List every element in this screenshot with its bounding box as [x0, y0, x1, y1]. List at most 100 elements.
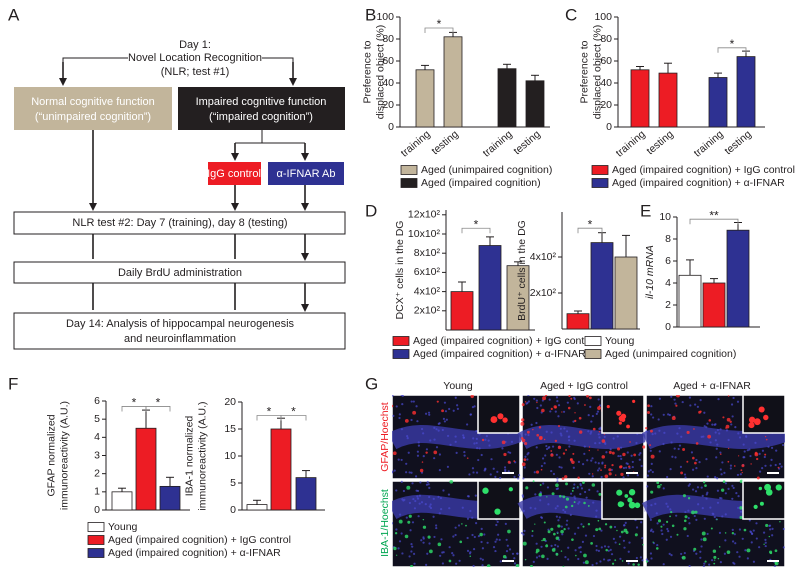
flow-text: NLR test #2: Day 7 (training), day 8 (te…: [72, 217, 287, 229]
y-axis-label: displaced object (%): [591, 25, 603, 120]
nucleus: [471, 467, 475, 470]
cell-signal: [746, 548, 751, 553]
nucleus: [668, 552, 671, 555]
x-tick-label: testing: [511, 128, 543, 157]
nucleus: [609, 548, 612, 551]
box-test2: [13, 211, 346, 235]
cell-signal: [554, 439, 558, 443]
nucleus: [676, 432, 679, 435]
cell-signal: [558, 494, 562, 498]
nucleus: [556, 545, 560, 548]
cell-signal: [625, 530, 629, 534]
nucleus: [546, 557, 549, 560]
nucleus: [573, 397, 576, 401]
nucleus: [531, 534, 534, 538]
nucleus: [639, 451, 642, 455]
cell-signal: [779, 520, 781, 523]
cell-signal: [539, 436, 543, 440]
nucleus: [589, 432, 592, 435]
nucleus: [400, 532, 403, 535]
cell-signal: [633, 453, 637, 457]
nucleus: [614, 541, 617, 544]
nucleus: [638, 458, 641, 461]
cell-signal: [524, 558, 527, 561]
nucleus: [422, 432, 425, 435]
significance-bracket: [577, 227, 603, 234]
nucleus: [507, 470, 510, 473]
nucleus: [411, 482, 414, 485]
nucleus: [771, 527, 774, 530]
nucleus: [414, 499, 417, 503]
nucleus: [579, 484, 582, 487]
nucleus: [589, 405, 592, 408]
nucleus: [700, 486, 703, 489]
cell-signal: [557, 425, 561, 428]
nucleus: [650, 413, 653, 416]
nucleus: [738, 555, 741, 558]
nucleus: [650, 462, 653, 465]
inset-cell: [758, 486, 763, 491]
significance-label: *: [588, 217, 593, 231]
nucleus: [723, 552, 726, 555]
nucleus: [588, 488, 591, 491]
nucleus: [599, 560, 602, 563]
bar: [450, 291, 474, 331]
inset-cell: [763, 414, 769, 421]
nucleus: [624, 521, 627, 524]
cell-signal: [724, 532, 727, 534]
nucleus: [540, 464, 543, 468]
cell-signal: [671, 416, 676, 421]
cell-signal: [513, 460, 516, 462]
nucleus: [607, 559, 610, 562]
cell-signal: [392, 451, 397, 456]
nucleus: [454, 440, 457, 443]
cell-signal: [669, 515, 671, 518]
nucleus: [706, 422, 709, 425]
x-tick-label: training: [481, 128, 515, 159]
inset-cell: [748, 416, 756, 423]
cell-signal: [577, 476, 580, 479]
y-tick-label: 8: [665, 233, 671, 245]
nucleus: [645, 558, 648, 561]
nucleus: [418, 494, 422, 497]
nucleus: [481, 564, 484, 567]
nucleus: [761, 467, 764, 470]
cell-signal: [412, 410, 417, 415]
nucleus: [654, 502, 657, 505]
cell-signal: [712, 549, 717, 553]
nucleus: [475, 441, 478, 445]
cell-signal: [733, 465, 736, 467]
nucleus: [392, 522, 394, 525]
cell-signal: [550, 527, 554, 531]
bar: [497, 68, 517, 128]
nucleus: [524, 433, 527, 436]
nucleus: [650, 504, 653, 507]
inset-cell: [748, 422, 755, 429]
nucleus: [595, 509, 598, 512]
legend-swatch: [584, 336, 602, 346]
nucleus: [535, 421, 538, 425]
y-axis-label: Preference to: [361, 40, 373, 103]
cell-signal: [546, 544, 548, 546]
nucleus: [770, 446, 774, 450]
cell-signal: [555, 536, 559, 540]
cell-signal: [718, 546, 721, 548]
nucleus: [691, 468, 695, 471]
nucleus: [656, 543, 659, 547]
cell-signal: [572, 452, 575, 455]
nucleus: [596, 469, 600, 472]
legend-swatch: [591, 165, 609, 175]
nucleus: [516, 552, 519, 555]
nucleus: [617, 454, 620, 458]
nucleus: [640, 521, 643, 524]
nucleus: [557, 404, 561, 407]
y-tick-label: 2: [94, 467, 100, 479]
nucleus: [539, 491, 542, 494]
nucleus: [478, 433, 481, 436]
nucleus: [574, 549, 577, 552]
nucleus: [735, 492, 738, 495]
nucleus: [620, 457, 623, 460]
nucleus: [392, 395, 394, 397]
cell-signal: [470, 395, 474, 399]
legend-swatch: [87, 522, 105, 532]
